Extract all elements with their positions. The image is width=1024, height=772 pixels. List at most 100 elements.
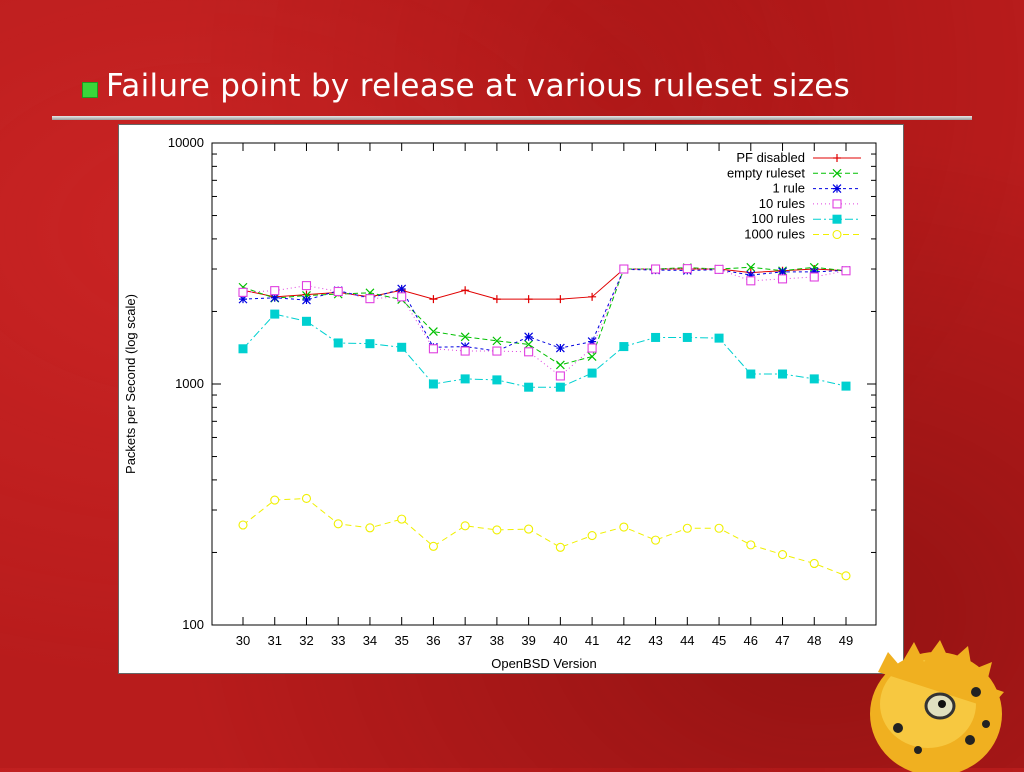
x-tick-labels: 30 31 32 33 34 35 36 37 38 39 40 41 42 43 44 45 46 47 48 49 (236, 633, 853, 648)
data-point (460, 332, 470, 342)
data-point (492, 346, 502, 356)
data-point (651, 332, 661, 342)
series-1000-rules (238, 493, 851, 581)
data-point (555, 382, 565, 392)
x-tick-label: 40 (553, 633, 567, 648)
legend-label: 100 rules (752, 211, 806, 226)
series-lines (238, 262, 851, 581)
series-line (242, 313, 847, 388)
data-point (301, 493, 312, 504)
x-tick-label: 37 (458, 633, 472, 648)
data-point (587, 531, 597, 541)
series-pf-disabled (239, 265, 850, 304)
data-point (682, 264, 692, 274)
x-tick-label: 32 (299, 633, 313, 648)
chart-panel: 100 1000 10000 30 31 32 33 34 35 36 37 38 39 40 41 42 4… (118, 124, 904, 674)
title-underline (52, 116, 972, 120)
x-tick-label: 49 (839, 633, 853, 648)
data-point (746, 276, 756, 286)
y-tick-label: 1000 (175, 376, 204, 391)
x-tick-label: 38 (490, 633, 504, 648)
data-point (746, 270, 756, 280)
data-point (746, 369, 756, 379)
series-10-rules (238, 264, 851, 381)
data-point (809, 558, 819, 569)
x-tick-label: 36 (426, 633, 440, 648)
series-empty-ruleset (238, 262, 851, 370)
data-point (809, 272, 819, 282)
data-point (429, 295, 438, 304)
data-point (841, 266, 851, 276)
data-point (524, 347, 534, 357)
y-tick-label: 100 (182, 617, 204, 632)
data-point (809, 267, 819, 277)
x-tick-label: 33 (331, 633, 345, 648)
data-point (428, 541, 438, 551)
data-point (555, 542, 565, 552)
legend-label: PF disabled (736, 150, 805, 165)
data-point (397, 284, 407, 294)
data-point (270, 495, 280, 505)
data-point (556, 295, 565, 304)
data-point (333, 286, 343, 297)
data-point (682, 332, 692, 342)
data-point (238, 520, 248, 530)
x-tick-label: 35 (394, 633, 408, 648)
data-point (682, 523, 692, 533)
data-point (524, 339, 534, 349)
legend-label: 1 rule (772, 181, 805, 196)
data-point (555, 360, 565, 370)
x-tick-label: 42 (617, 633, 631, 648)
data-point (492, 336, 502, 346)
data-point (746, 262, 756, 272)
data-point (833, 154, 841, 162)
data-point (333, 519, 343, 529)
series-line (242, 266, 847, 366)
data-point (492, 375, 502, 385)
line-chart: 100 1000 10000 30 31 32 33 34 35 36 37 38 39 40 41 42 4… (123, 135, 877, 671)
x-tick-label: 43 (648, 633, 662, 648)
data-point (524, 524, 534, 534)
x-tick-label: 31 (268, 633, 282, 648)
data-point (365, 523, 375, 533)
data-point (397, 292, 407, 302)
data-point (397, 342, 407, 352)
data-point (524, 332, 534, 342)
data-point (238, 287, 248, 297)
x-tick-label: 39 (521, 633, 535, 648)
y-tick-label: 10000 (168, 135, 204, 150)
data-point (333, 338, 343, 348)
x-tick-label: 30 (236, 633, 250, 648)
legend-label: empty ruleset (727, 165, 805, 180)
x-tick-label: 46 (744, 633, 758, 648)
data-point (832, 214, 842, 224)
fruit-image (870, 640, 1004, 772)
data-point (397, 514, 407, 524)
data-point (777, 274, 788, 284)
data-point (365, 339, 375, 349)
data-point (428, 379, 438, 389)
data-point (587, 368, 597, 378)
data-point (809, 374, 819, 384)
data-point (270, 286, 280, 296)
data-point (301, 281, 312, 291)
x-tick-label: 45 (712, 633, 726, 648)
data-point (555, 371, 565, 381)
data-point (841, 571, 851, 581)
axis-ticks (212, 142, 876, 626)
data-point (301, 316, 311, 326)
data-point (619, 264, 629, 274)
data-point (619, 522, 629, 532)
data-point (461, 286, 470, 295)
data-point (460, 374, 470, 384)
series-line (242, 268, 847, 377)
data-point (270, 293, 280, 303)
data-point (492, 295, 501, 304)
data-point (832, 184, 842, 194)
x-axis-label: OpenBSD Version (491, 656, 597, 671)
data-point (714, 264, 724, 274)
data-point (270, 309, 280, 319)
series-line (242, 497, 847, 577)
slide-title: Failure point by release at various rule… (106, 68, 851, 104)
